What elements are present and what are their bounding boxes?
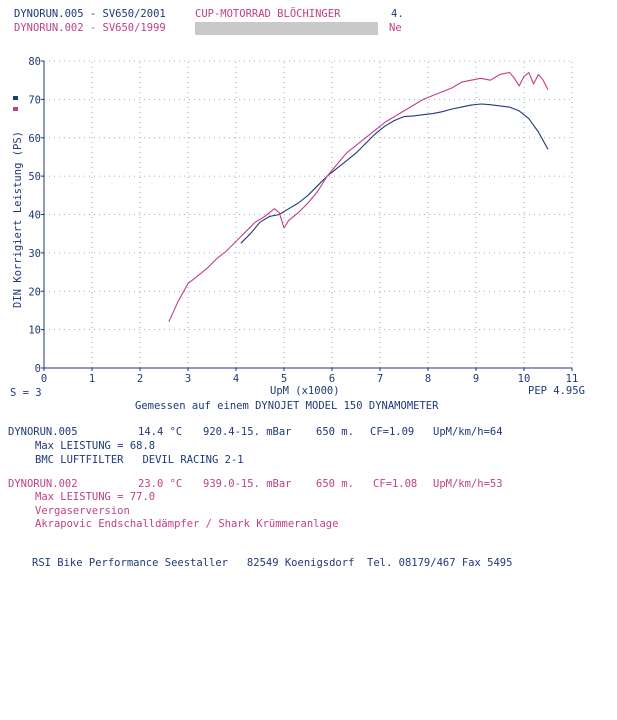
shop-address: RSI Bike Performance Seestaller 82549 Ko… — [32, 557, 513, 569]
legend-swatch-run005 — [13, 96, 18, 100]
run002-note-2: Akrapovic Endschalldämpfer / Shark Krümm… — [35, 518, 339, 530]
x-tick-label: 3 — [185, 373, 191, 385]
run005-speed-ratio: UpM/km/h=64 — [433, 426, 503, 438]
run002-note-1: Vergaserversion — [35, 505, 130, 517]
run005-max: Max LEISTUNG = 68.8 — [35, 440, 156, 452]
x-tick-label: 0 — [41, 373, 47, 385]
x-axis-label: UpM (x1000) — [270, 385, 340, 397]
series-line-dynorun-005 — [240, 103, 549, 244]
legend-swatches — [13, 96, 18, 111]
x-tick-label: 1 — [89, 373, 95, 385]
dynamometer-footnote: Gemessen auf einem DYNOJET MODEL 150 DYN… — [135, 400, 439, 412]
run002-tail: Ne — [389, 22, 402, 34]
series-line-dynorun-002 — [168, 71, 549, 323]
y-tick-label: 70 — [28, 94, 41, 106]
x-tick-label: 11 — [566, 373, 579, 385]
chart-grid — [44, 60, 573, 368]
x-tick-label: 7 — [377, 373, 383, 385]
run005-altitude: 650 m. — [316, 426, 354, 438]
x-tick-label: 2 — [137, 373, 143, 385]
y-tick-label: 30 — [28, 248, 41, 260]
y-axis-label: DIN Korrigiert Leistung (PS) — [12, 131, 24, 308]
run005-note-1: BMC LUFTFILTER DEVIL RACING 2-1 — [35, 454, 244, 466]
run002-altitude: 650 m. — [316, 478, 354, 490]
x-tick-label: 10 — [518, 373, 531, 385]
run005-temp: 14.4 °C — [138, 426, 183, 438]
x-tick-label: 5 — [281, 373, 287, 385]
run005-owner: CUP-MOTORRAD BLÖCHINGER — [195, 8, 341, 20]
x-tick-label: 9 — [473, 373, 479, 385]
run002-speed-ratio: UpM/km/h=53 — [433, 478, 503, 490]
legend-swatch-run002 — [13, 107, 18, 111]
dyno-chart: 0 1 2 3 4 5 6 7 8 9 10 11 0 10 20 30 40 50 60 70 80 DIN Kor… — [10, 56, 585, 412]
series-lines — [168, 71, 549, 323]
x-tick-label: 6 — [329, 373, 335, 385]
run002-cf: CF=1.08 — [373, 478, 418, 490]
x-tick-label: 4 — [233, 373, 239, 385]
y-tick-label: 50 — [28, 171, 41, 183]
y-tick-label: 0 — [35, 363, 41, 375]
y-tick-label: 20 — [28, 286, 41, 298]
run002-id: DYNORUN.002 — [8, 478, 78, 490]
y-tick-label: 60 — [28, 133, 41, 145]
run002-title: DYNORUN.002 - SV650/1999 — [14, 22, 166, 34]
run005-cf: CF=1.09 — [370, 426, 415, 438]
run005-title: DYNORUN.005 - SV650/2001 — [14, 8, 166, 20]
run005-pressure: 920.4-15. mBar — [203, 426, 292, 438]
run002-max: Max LEISTUNG = 77.0 — [35, 491, 156, 503]
smoothing-label: S = 3 — [10, 387, 42, 399]
chart-axes — [41, 60, 573, 371]
redaction-bar — [195, 22, 378, 35]
run002-temp: 23.0 °C — [138, 478, 183, 490]
x-tick-label: 8 — [425, 373, 431, 385]
x-tick-labels: 0 1 2 3 4 5 6 7 8 9 10 11 — [41, 373, 578, 385]
y-tick-labels: 0 10 20 30 40 50 60 70 80 — [28, 56, 41, 375]
y-tick-label: 10 — [28, 325, 41, 337]
run002-pressure: 939.0-15. mBar — [203, 478, 292, 490]
y-tick-label: 80 — [28, 56, 41, 68]
pep-label: PEP 4.95G — [528, 385, 585, 397]
page-number: 4. — [391, 8, 404, 20]
y-tick-label: 40 — [28, 210, 41, 222]
run005-id: DYNORUN.005 — [8, 426, 78, 438]
